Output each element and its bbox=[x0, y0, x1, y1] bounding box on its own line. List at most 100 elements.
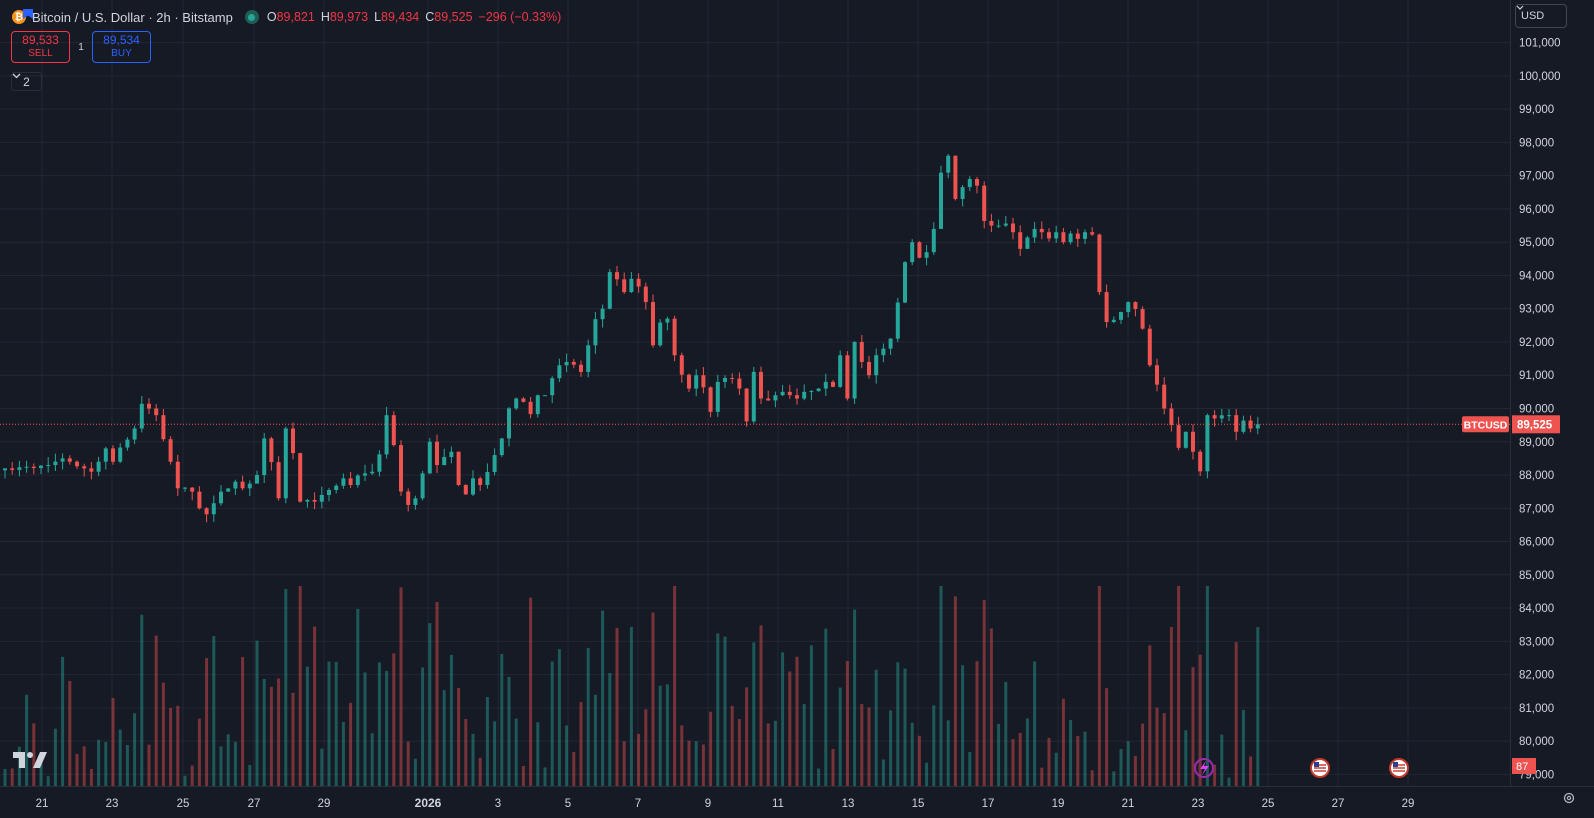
price-tick-label: 84,000 bbox=[1519, 603, 1554, 615]
time-axis[interactable]: 21 23 25 27 29 2026 3 5 7 9 11 13 15 17 19 21 23 25 27 29 bbox=[0, 786, 1594, 818]
volume-bar bbox=[550, 661, 554, 786]
candle-body bbox=[845, 355, 850, 399]
candle-body bbox=[190, 487, 195, 492]
price-chart[interactable]: BTCUSD bbox=[0, 0, 1510, 786]
volume-bar bbox=[694, 741, 698, 786]
candle-body bbox=[75, 461, 79, 467]
volume-bar bbox=[507, 676, 511, 786]
candle-body bbox=[211, 503, 216, 515]
candle-body bbox=[1119, 312, 1123, 320]
candle-body bbox=[406, 491, 411, 505]
volume-bar bbox=[1126, 741, 1130, 786]
gear-icon[interactable] bbox=[1562, 791, 1576, 805]
volume-bar bbox=[781, 652, 785, 786]
candle-body bbox=[802, 391, 807, 399]
price-tick-label: 89,000 bbox=[1519, 437, 1554, 449]
candle-body bbox=[1176, 425, 1181, 448]
flag-icon[interactable] bbox=[22, 8, 34, 20]
candle-body bbox=[1097, 234, 1102, 293]
volume-bar bbox=[169, 708, 173, 786]
candle-body bbox=[1039, 228, 1044, 233]
candle-body bbox=[1075, 233, 1080, 239]
candle-body bbox=[1205, 415, 1210, 472]
volume-bar bbox=[1025, 718, 1029, 786]
chart-pane[interactable]: BTCUSD bbox=[0, 0, 1510, 786]
volume-bar bbox=[953, 596, 957, 786]
time-tick-label: 21 bbox=[36, 798, 49, 810]
candle-body bbox=[1068, 233, 1073, 243]
candle-body bbox=[298, 453, 303, 502]
volume-bar bbox=[1213, 764, 1217, 786]
volume-bar bbox=[406, 741, 410, 786]
price-tick-label: 96,000 bbox=[1519, 204, 1554, 216]
currency-select[interactable]: USD bbox=[1515, 4, 1567, 28]
candle-body bbox=[125, 439, 130, 448]
us-flag-icon[interactable] bbox=[1389, 758, 1409, 778]
candle-body bbox=[39, 465, 43, 469]
us-flag-icon[interactable] bbox=[1310, 758, 1330, 778]
candle-body bbox=[751, 371, 756, 422]
price-tick-label: 91,000 bbox=[1519, 370, 1554, 382]
volume-bar bbox=[637, 733, 641, 786]
time-tick-label: 13 bbox=[842, 798, 855, 810]
volume-bar bbox=[1205, 586, 1209, 786]
candle-body bbox=[550, 378, 555, 396]
volume-bar bbox=[622, 741, 626, 786]
volume-bar bbox=[435, 601, 439, 786]
buy-button[interactable]: 89,534 BUY bbox=[92, 31, 151, 63]
volume-bar bbox=[1083, 731, 1087, 786]
tradingview-logo-icon[interactable] bbox=[13, 751, 47, 769]
candle-body bbox=[816, 388, 821, 392]
candle-body bbox=[399, 445, 403, 492]
candle-body bbox=[334, 485, 339, 490]
volume-bar bbox=[889, 710, 893, 786]
time-tick-label: 5 bbox=[565, 798, 571, 810]
volume-bar bbox=[759, 625, 763, 786]
market-status-icon[interactable] bbox=[244, 10, 259, 24]
candle-body bbox=[1047, 232, 1051, 239]
price-axis[interactable]: 101,000 100,000 99,000 98,000 97,000 96,000 95… bbox=[1510, 0, 1594, 786]
candle-body bbox=[795, 395, 799, 399]
volume-bar bbox=[133, 713, 137, 786]
candle-body bbox=[355, 475, 360, 485]
candle-body bbox=[391, 415, 396, 446]
volume-bar bbox=[831, 749, 835, 786]
time-tick-label: 9 bbox=[705, 798, 711, 810]
price-tick-label: 98,000 bbox=[1519, 137, 1554, 149]
sell-button[interactable]: 89,533 SELL bbox=[11, 31, 70, 63]
volume-bar bbox=[1076, 736, 1080, 786]
candle-body bbox=[1025, 237, 1030, 249]
lightning-icon[interactable] bbox=[1194, 758, 1214, 778]
indicators-toggle-button[interactable]: 2 bbox=[11, 72, 42, 91]
candle-body bbox=[384, 415, 389, 455]
symbol-title[interactable]: Bitcoin / U.S. Dollar · 2h · Bitstamp bbox=[32, 9, 233, 25]
volume-bar bbox=[737, 718, 741, 786]
volume-bar bbox=[349, 702, 353, 786]
volume-bar bbox=[1234, 642, 1238, 786]
volume-bar bbox=[190, 765, 194, 786]
price-tick-label: 86,000 bbox=[1519, 537, 1554, 549]
candle-body bbox=[607, 272, 612, 309]
volume-bar bbox=[1198, 654, 1202, 786]
candle-body bbox=[557, 365, 562, 379]
candle-body bbox=[103, 448, 108, 462]
volume-bar bbox=[1018, 732, 1022, 786]
volume-bar bbox=[932, 705, 936, 786]
candle-body bbox=[715, 381, 720, 412]
candle-body bbox=[46, 465, 51, 467]
candle-body bbox=[1104, 292, 1109, 323]
candle-body bbox=[643, 286, 648, 303]
volume-bar bbox=[629, 626, 633, 786]
volume-bar bbox=[860, 704, 864, 786]
volume-bar bbox=[1169, 626, 1173, 786]
volume-bar bbox=[147, 744, 151, 786]
candle-body bbox=[413, 498, 418, 505]
volume-bar bbox=[89, 768, 93, 786]
candle-body bbox=[1111, 319, 1116, 323]
candle-body bbox=[24, 466, 29, 468]
volume-bar bbox=[745, 687, 749, 786]
candle-body bbox=[147, 403, 151, 409]
candle-body bbox=[118, 447, 123, 462]
currency-value: USD bbox=[1521, 10, 1545, 22]
time-tick-label: 21 bbox=[1122, 798, 1135, 810]
